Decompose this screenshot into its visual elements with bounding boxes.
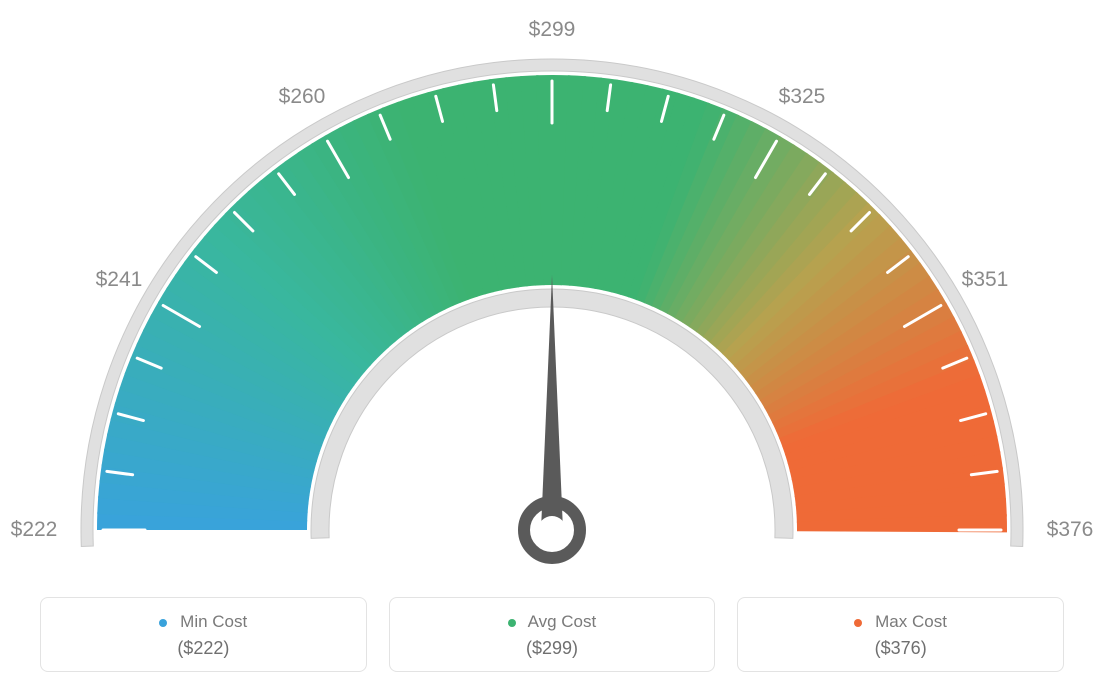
gauge-tick-label: $376 — [1047, 518, 1094, 542]
gauge: $222 $241 $260 $299 $325 $351 $376 — [0, 0, 1104, 570]
legend-row: Min Cost ($222) Avg Cost ($299) Max Cost… — [40, 597, 1064, 672]
legend-title-text: Avg Cost — [528, 612, 597, 631]
gauge-tick-label: $260 — [279, 85, 326, 109]
legend-title: Avg Cost — [400, 612, 705, 632]
legend-card-avg: Avg Cost ($299) — [389, 597, 716, 672]
gauge-tick-label: $325 — [779, 85, 826, 109]
legend-title: Max Cost — [748, 612, 1053, 632]
legend-title: Min Cost — [51, 612, 356, 632]
gauge-tick-label: $241 — [96, 268, 143, 292]
legend-value: ($299) — [400, 638, 705, 659]
cost-gauge-chart: $222 $241 $260 $299 $325 $351 $376 Min Cost ($… — [0, 0, 1104, 690]
legend-value: ($222) — [51, 638, 356, 659]
legend-title-text: Max Cost — [875, 612, 947, 631]
gauge-tick-label: $222 — [11, 518, 58, 542]
legend-card-min: Min Cost ($222) — [40, 597, 367, 672]
legend-card-max: Max Cost ($376) — [737, 597, 1064, 672]
gauge-tick-label: $299 — [529, 18, 576, 42]
legend-dot-icon — [508, 619, 516, 627]
legend-title-text: Min Cost — [180, 612, 247, 631]
gauge-tick-label: $351 — [962, 268, 1009, 292]
legend-dot-icon — [159, 619, 167, 627]
legend-value: ($376) — [748, 638, 1053, 659]
legend-dot-icon — [854, 619, 862, 627]
